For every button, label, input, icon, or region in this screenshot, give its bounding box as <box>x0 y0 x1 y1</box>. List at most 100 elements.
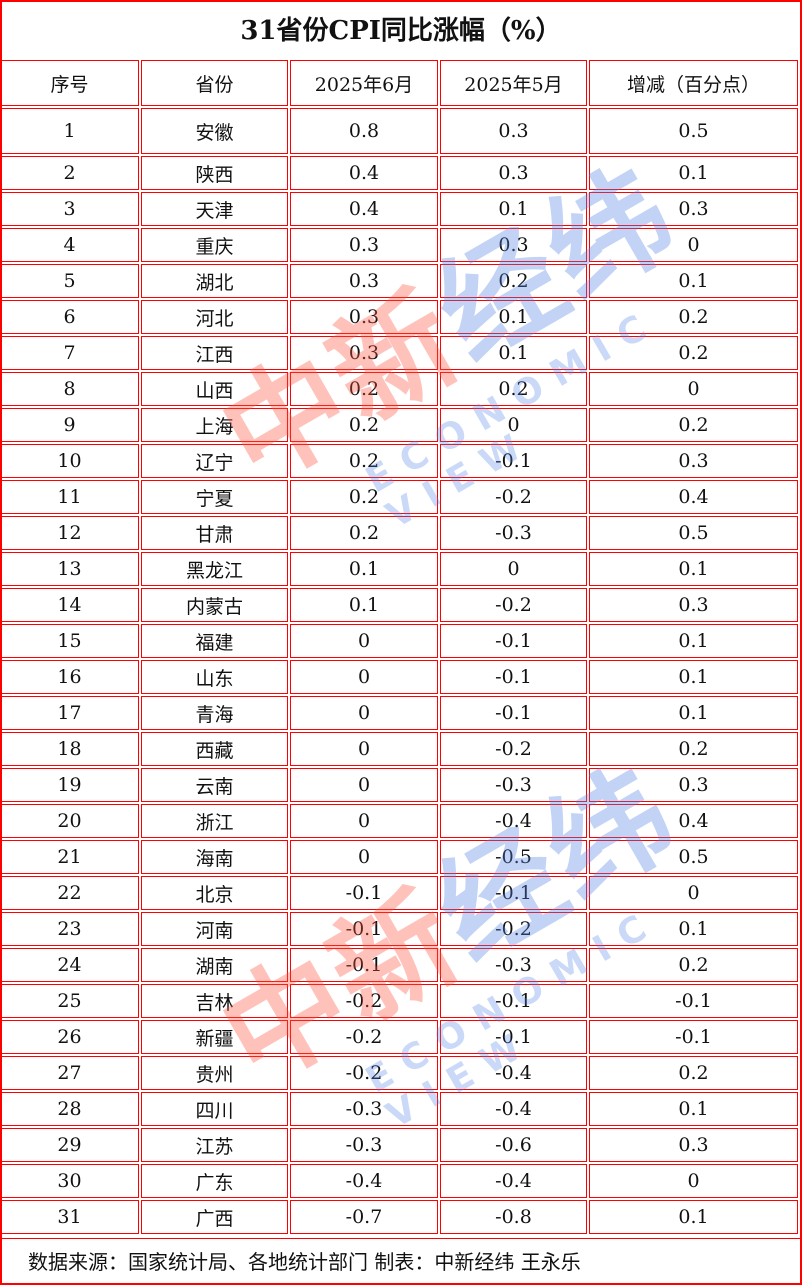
column-header: 序号 <box>0 60 139 106</box>
table-cell: 0 <box>589 876 798 910</box>
table-cell: -0.2 <box>440 732 587 766</box>
table-row: 7 江西 0.3 0.1 0.2 <box>0 336 798 370</box>
table-cell: 0.1 <box>290 552 438 586</box>
table-cell: 23 <box>0 912 139 946</box>
table-cell: 0.3 <box>589 444 798 478</box>
table-cell: 黑龙江 <box>141 552 288 586</box>
table-cell: -0.1 <box>440 624 587 658</box>
table-cell: 0 <box>589 372 798 406</box>
table-cell: 25 <box>0 984 139 1018</box>
table-title: 31省份CPI同比涨幅（%） <box>240 16 562 46</box>
table-cell: 陕西 <box>141 156 288 190</box>
table-cell: 9 <box>0 408 139 442</box>
table-cell: -0.4 <box>440 1164 587 1198</box>
table-cell: 0.3 <box>290 264 438 298</box>
table-cell: 18 <box>0 732 139 766</box>
table-cell: 海南 <box>141 840 288 874</box>
table-cell: 0.3 <box>440 108 587 154</box>
table-cell: -0.3 <box>440 768 587 802</box>
table-row: 4 重庆 0.3 0.3 0 <box>0 228 798 262</box>
table-cell: -0.2 <box>440 480 587 514</box>
table-cell: 5 <box>0 264 139 298</box>
table-cell: 0.3 <box>589 588 798 622</box>
table-cell: 0.3 <box>290 336 438 370</box>
table-cell: -0.1 <box>589 984 798 1018</box>
table-cell: 0.1 <box>589 912 798 946</box>
table-cell: 0.2 <box>589 948 798 982</box>
table-cell: 河南 <box>141 912 288 946</box>
table-cell: 湖南 <box>141 948 288 982</box>
table-cell: 10 <box>0 444 139 478</box>
table-cell: 安徽 <box>141 108 288 154</box>
table-row: 1 安徽 0.8 0.3 0.5 <box>0 108 798 154</box>
table-cell: -0.3 <box>290 1092 438 1126</box>
table-cell: -0.3 <box>440 516 587 550</box>
table-row: 31 广西 -0.7 -0.8 0.1 <box>0 1200 798 1234</box>
table-cell: 1 <box>0 108 139 154</box>
table-cell: 0.1 <box>589 1092 798 1126</box>
table-row: 21 海南 0 -0.5 0.5 <box>0 840 798 874</box>
table-row: 26 新疆 -0.2 -0.1 -0.1 <box>0 1020 798 1054</box>
table-row: 12 甘肃 0.2 -0.3 0.5 <box>0 516 798 550</box>
table-cell: 0 <box>440 552 587 586</box>
table-cell: 0.1 <box>290 588 438 622</box>
table-cell: 0.4 <box>589 480 798 514</box>
table-cell: 0.2 <box>440 264 587 298</box>
table-cell: 0 <box>290 840 438 874</box>
table-cell: 0.2 <box>589 408 798 442</box>
table-cell: 0.3 <box>290 228 438 262</box>
table-cell: -0.5 <box>440 840 587 874</box>
table-row: 22 北京 -0.1 -0.1 0 <box>0 876 798 910</box>
table-row: 30 广东 -0.4 -0.4 0 <box>0 1164 798 1198</box>
table-cell: -0.2 <box>440 912 587 946</box>
table-cell: 湖北 <box>141 264 288 298</box>
table-row: 23 河南 -0.1 -0.2 0.1 <box>0 912 798 946</box>
table-cell: 19 <box>0 768 139 802</box>
table-cell: 0.2 <box>589 1056 798 1090</box>
table-cell: 江苏 <box>141 1128 288 1162</box>
table-cell: 新疆 <box>141 1020 288 1054</box>
table-cell: 29 <box>0 1128 139 1162</box>
table-cell: 20 <box>0 804 139 838</box>
table-cell: 16 <box>0 660 139 694</box>
table-cell: 青海 <box>141 696 288 730</box>
table-cell: 0.5 <box>589 840 798 874</box>
table-cell: 0 <box>589 228 798 262</box>
table-cell: 0.2 <box>589 336 798 370</box>
table-cell: 13 <box>0 552 139 586</box>
table-cell: 8 <box>0 372 139 406</box>
table-row: 17 青海 0 -0.1 0.1 <box>0 696 798 730</box>
table-cell: 24 <box>0 948 139 982</box>
table-cell: -0.2 <box>290 1020 438 1054</box>
table-cell: 0.1 <box>589 660 798 694</box>
table-cell: 0.2 <box>290 408 438 442</box>
table-cell: 吉林 <box>141 984 288 1018</box>
table-cell: 上海 <box>141 408 288 442</box>
table-cell: 西藏 <box>141 732 288 766</box>
table-row: 11 宁夏 0.2 -0.2 0.4 <box>0 480 798 514</box>
table-row: 15 福建 0 -0.1 0.1 <box>0 624 798 658</box>
table-cell: 江西 <box>141 336 288 370</box>
table-cell: 0.4 <box>290 192 438 226</box>
table-cell: 贵州 <box>141 1056 288 1090</box>
cpi-table: 序号 省份 2025年6月 2025年5月 增减（百分点） 1 安徽 0.8 0.3 0.5 2 陕西… <box>0 58 800 1236</box>
table-cell: 21 <box>0 840 139 874</box>
column-header: 2025年6月 <box>290 60 438 106</box>
table-row: 3 天津 0.4 0.1 0.3 <box>0 192 798 226</box>
table-cell: 2 <box>0 156 139 190</box>
table-cell: 河北 <box>141 300 288 334</box>
table-cell: 重庆 <box>141 228 288 262</box>
table-cell: -0.1 <box>290 912 438 946</box>
table-row: 13 黑龙江 0.1 0 0.1 <box>0 552 798 586</box>
table-cell: 0.2 <box>440 372 587 406</box>
table-cell: 云南 <box>141 768 288 802</box>
table-cell: 山西 <box>141 372 288 406</box>
table-cell: 0 <box>290 804 438 838</box>
table-row: 24 湖南 -0.1 -0.3 0.2 <box>0 948 798 982</box>
table-cell: 0.3 <box>589 192 798 226</box>
table-cell: 0.1 <box>589 1200 798 1234</box>
column-header: 省份 <box>141 60 288 106</box>
table-cell: 广东 <box>141 1164 288 1198</box>
table-cell: 0.4 <box>290 156 438 190</box>
table-cell: 0.1 <box>589 264 798 298</box>
